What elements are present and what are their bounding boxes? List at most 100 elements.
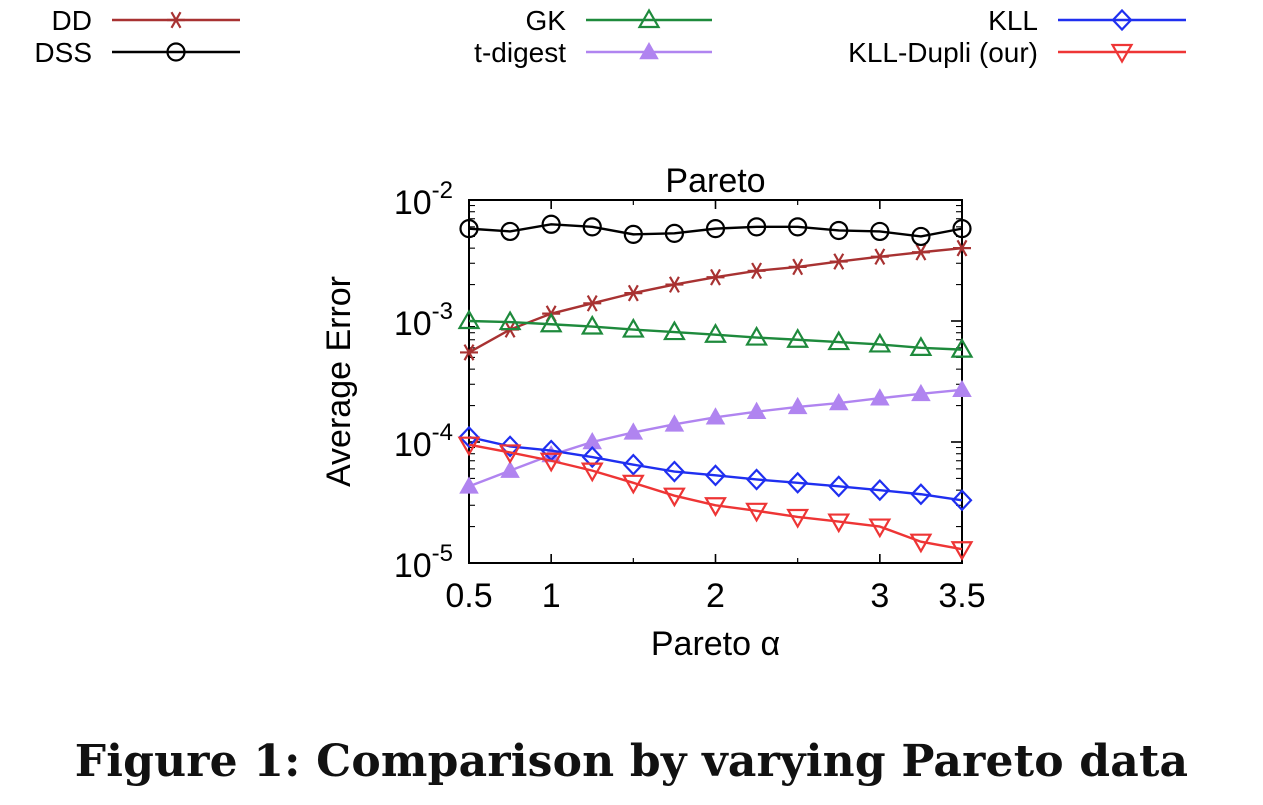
data-point-gk: [621, 317, 645, 338]
data-point-kll: [869, 479, 891, 502]
data-point-t-digest: [746, 401, 767, 419]
data-point-kll: [828, 475, 850, 498]
data-point-kll-dupli-our: [580, 462, 604, 483]
legend-item-t-digest: t-digest: [474, 37, 712, 68]
data-point-gk: [704, 323, 727, 343]
legend-label-kll: KLL: [988, 5, 1038, 36]
chart-title: Pareto: [665, 162, 765, 200]
data-point-t-digest: [664, 414, 685, 432]
figure-caption: Figure 1: Comparison by varying Pareto d…: [74, 736, 1189, 787]
data-point-dd: [460, 344, 478, 361]
legend-label-dss: DSS: [34, 37, 92, 68]
series-kll-dupli-our: [457, 436, 974, 561]
legend-marker-kll: [1111, 8, 1133, 32]
series-line-gk: [468, 319, 963, 351]
data-point-dd: [624, 284, 643, 302]
series-t-digest: [459, 379, 972, 494]
legend-marker-dss: [166, 42, 186, 62]
data-point-kll: [704, 464, 727, 487]
data-point-dss: [705, 219, 726, 239]
data-point-kll-dupli-our: [457, 436, 481, 457]
series-line-kll-dupli-our: [468, 443, 963, 551]
data-point-gk: [539, 312, 563, 333]
data-point-kll-dupli-our: [745, 502, 768, 523]
data-point-dd: [911, 243, 930, 261]
legend-item-dss: DSS: [34, 37, 240, 68]
data-point-kll: [581, 446, 603, 469]
data-point-dss: [500, 221, 520, 242]
data-point-dss: [459, 219, 479, 239]
data-point-gk: [580, 314, 604, 335]
x-tick-label: 3.5: [938, 577, 985, 615]
data-point-kll-dupli-our: [539, 452, 563, 473]
data-point-kll: [663, 460, 685, 483]
data-point-dss: [952, 219, 972, 239]
data-point-kll-dupli-our: [786, 508, 810, 529]
series-dd: [460, 239, 971, 361]
plot-area: [468, 199, 963, 564]
legend-marker-dd: [167, 11, 185, 29]
legend-marker-t-digest: [639, 41, 659, 60]
data-point-kll-dupli-our: [621, 474, 645, 495]
data-point-dss: [746, 217, 767, 237]
data-point-t-digest: [623, 422, 644, 440]
data-point-gk: [827, 330, 851, 351]
data-point-kll: [910, 483, 932, 506]
y-axis-label: Average Error: [320, 276, 358, 487]
plot-frame: [468, 199, 963, 564]
data-point-kll-dupli-our: [950, 541, 974, 561]
data-point-dss: [582, 217, 602, 237]
legend-item-gk: GK: [526, 5, 712, 36]
legend-label-dd: DD: [52, 5, 92, 36]
data-point-kll-dupli-our: [498, 444, 522, 465]
data-point-kll-dupli-our: [868, 518, 892, 539]
data-point-dss: [664, 223, 685, 243]
data-point-kll-dupli-our: [909, 533, 933, 554]
data-point-dd: [829, 253, 848, 270]
data-point-dd: [870, 248, 889, 266]
y-tick-label: 10-5: [394, 540, 453, 585]
axes: Pareto 0.5 1 2 3 3.5 10-2 10-3 10-4 10-5 Pareto α A…: [320, 162, 986, 663]
data-point-t-digest: [952, 379, 972, 398]
legend-label-gk: GK: [526, 5, 567, 36]
data-point-kll-dupli-our: [827, 513, 851, 534]
data-point-t-digest: [705, 407, 726, 425]
data-point-t-digest: [870, 388, 890, 406]
legend-item-kll-dupli-our: KLL-Dupli (our): [848, 37, 1186, 68]
data-point-dss: [911, 226, 931, 247]
series-line-kll: [468, 435, 963, 502]
x-tick-label: 1: [542, 577, 561, 615]
x-axis-label: Pareto α: [651, 625, 780, 663]
data-point-gk: [950, 337, 974, 358]
data-point-kll: [622, 453, 644, 476]
series-gk: [457, 309, 974, 358]
data-point-t-digest: [828, 392, 849, 411]
series-kll: [458, 425, 973, 512]
data-point-gk: [909, 336, 933, 356]
data-point-dss: [870, 221, 890, 242]
data-point-gk: [498, 310, 522, 331]
data-point-t-digest: [500, 460, 520, 478]
data-point-kll: [746, 468, 768, 491]
data-point-t-digest: [459, 476, 479, 494]
data-point-kll: [787, 471, 809, 494]
legend-item-kll: KLL: [988, 5, 1186, 36]
data-point-kll-dupli-our: [704, 497, 727, 517]
data-point-kll: [951, 489, 973, 512]
data-point-gk: [786, 328, 810, 348]
legend-item-dd: DD: [52, 5, 240, 36]
x-tick-label: 3: [870, 577, 889, 615]
data-point-dd: [583, 294, 602, 312]
legend-label-kll-dupli-our: KLL-Dupli (our): [848, 37, 1038, 68]
data-point-dss: [623, 224, 643, 244]
y-tick-label: 10-3: [394, 298, 453, 343]
data-point-gk: [868, 332, 892, 353]
data-point-dss: [541, 214, 561, 234]
data-point-dd: [953, 239, 971, 257]
data-point-dd: [665, 276, 684, 293]
data-point-gk: [663, 320, 686, 341]
legend-label-t-digest: t-digest: [474, 37, 566, 68]
data-point-gk: [457, 309, 481, 330]
